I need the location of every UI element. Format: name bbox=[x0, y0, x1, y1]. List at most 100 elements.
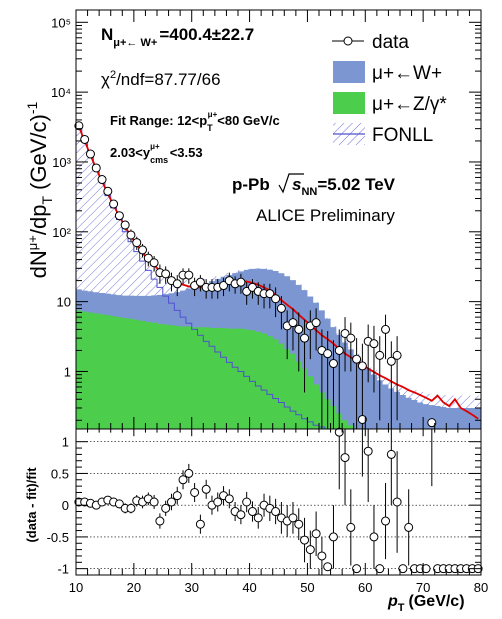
data-marker bbox=[357, 361, 367, 371]
ratio-point bbox=[126, 503, 136, 514]
ratio-marker bbox=[328, 532, 338, 542]
data-marker bbox=[369, 339, 379, 349]
y-axis-title-main: dNμ+/dpT(GeV/c)-1 bbox=[24, 101, 55, 278]
ratio-marker bbox=[114, 499, 124, 509]
data-point bbox=[323, 330, 333, 429]
ratio-point bbox=[334, 427, 344, 490]
legend-entry-z: μ+←Z/γ* bbox=[333, 92, 447, 115]
x-tick-label: 30 bbox=[184, 580, 198, 595]
annotation-fit-range: Fit Range: 12<pTμ+<80 GeV/c bbox=[110, 110, 280, 133]
data-point bbox=[219, 277, 229, 297]
ratio-point bbox=[184, 463, 194, 483]
ratio-point bbox=[386, 429, 396, 506]
annotation-preliminary: ALICE Preliminary bbox=[256, 206, 395, 225]
y-axis-title-ratio: (data - fit)/fit bbox=[24, 467, 39, 543]
data-marker bbox=[392, 350, 402, 360]
data-point bbox=[369, 325, 379, 393]
data-marker bbox=[138, 245, 148, 255]
ratio-point bbox=[172, 486, 182, 505]
data-point bbox=[271, 287, 281, 318]
ratio-marker bbox=[213, 497, 223, 507]
ratio-marker bbox=[190, 487, 200, 497]
axes: 1 10 10² 10³ 10⁴ 10⁵ -1 -0.5 0 0.5 1 10 20 30 40 50 60 70… bbox=[47, 9, 488, 595]
ratio-point bbox=[247, 501, 257, 522]
x-tick-label: 20 bbox=[127, 580, 141, 595]
svg-text:FONLL: FONLL bbox=[372, 125, 433, 146]
ratio-point bbox=[375, 564, 385, 574]
x-tick-label: 70 bbox=[416, 580, 430, 595]
ratio-point bbox=[114, 499, 124, 509]
data-point bbox=[328, 340, 338, 429]
ratio-marker bbox=[294, 519, 304, 529]
ratio-marker bbox=[346, 522, 356, 532]
ratio-marker bbox=[369, 532, 379, 542]
ratio-point bbox=[271, 498, 281, 525]
data-point bbox=[195, 275, 205, 292]
legend-entry-data: data bbox=[332, 32, 409, 53]
ratio-marker bbox=[149, 497, 159, 507]
ratio-point bbox=[253, 507, 263, 529]
ratio-marker bbox=[172, 491, 182, 501]
ratio-point bbox=[288, 502, 298, 534]
data-marker bbox=[311, 318, 321, 328]
ratio-point bbox=[323, 562, 333, 572]
ratio-point bbox=[300, 517, 310, 563]
data-point bbox=[109, 199, 119, 209]
x-tick-label: 60 bbox=[358, 580, 372, 595]
data-point bbox=[392, 336, 402, 421]
ratio-point bbox=[201, 479, 211, 499]
data-point bbox=[375, 336, 385, 421]
data-point bbox=[288, 308, 298, 351]
ratio-y-tick-label: 0 bbox=[62, 498, 69, 513]
annotation-energy: sNN=5.02 TeV bbox=[292, 175, 396, 198]
data-point bbox=[346, 322, 356, 372]
annotation-nw: Nμ+← W+ =400.4±22.7 bbox=[101, 25, 254, 49]
data-marker bbox=[85, 149, 95, 159]
x-tick-label: 80 bbox=[474, 580, 488, 595]
ratio-point bbox=[236, 505, 246, 525]
ratio-marker bbox=[381, 516, 391, 526]
ratio-point bbox=[149, 495, 159, 509]
ratio-point bbox=[242, 491, 252, 513]
data-point bbox=[236, 273, 246, 294]
legend-swatch-z bbox=[333, 92, 365, 114]
ratio-y-tick-label: 1 bbox=[62, 435, 69, 450]
data-marker bbox=[109, 199, 119, 209]
ratio-point bbox=[166, 493, 176, 511]
svg-text:μ+←W+: μ+←W+ bbox=[372, 63, 442, 84]
ratio-point bbox=[346, 489, 356, 566]
ratio-point bbox=[357, 414, 367, 477]
data-point bbox=[120, 220, 130, 231]
legend-entry-fonll: FONLL bbox=[333, 123, 433, 146]
ratio-marker bbox=[323, 562, 333, 572]
data-marker bbox=[328, 359, 338, 369]
svg-text:data: data bbox=[372, 32, 409, 53]
ratio-points bbox=[74, 414, 483, 575]
x-axis-title: pT (GeV/c) bbox=[387, 593, 465, 614]
ratio-marker bbox=[161, 503, 171, 513]
ratio-marker bbox=[305, 545, 315, 555]
ratio-point bbox=[161, 500, 171, 516]
data-point bbox=[149, 256, 159, 272]
ratio-marker bbox=[224, 494, 234, 504]
main-histograms bbox=[76, 123, 481, 430]
ratio-y-tick-label: -1 bbox=[57, 562, 69, 577]
legend: data μ+←W+ μ+←Z/γ* FONLL bbox=[332, 32, 447, 146]
data-point bbox=[265, 283, 275, 309]
y-tick-label: 1 bbox=[64, 364, 71, 379]
data-point bbox=[184, 268, 194, 284]
data-marker bbox=[161, 269, 171, 279]
data-point bbox=[386, 341, 396, 429]
data-point bbox=[91, 163, 101, 173]
data-marker bbox=[288, 318, 298, 328]
data-point bbox=[74, 121, 84, 131]
data-marker bbox=[143, 253, 153, 263]
ratio-marker bbox=[166, 497, 176, 507]
data-point bbox=[103, 186, 113, 196]
ratio-marker bbox=[352, 564, 362, 574]
data-point bbox=[126, 229, 136, 242]
data-point bbox=[138, 243, 148, 258]
data-marker bbox=[126, 230, 136, 240]
data-marker bbox=[74, 121, 84, 131]
